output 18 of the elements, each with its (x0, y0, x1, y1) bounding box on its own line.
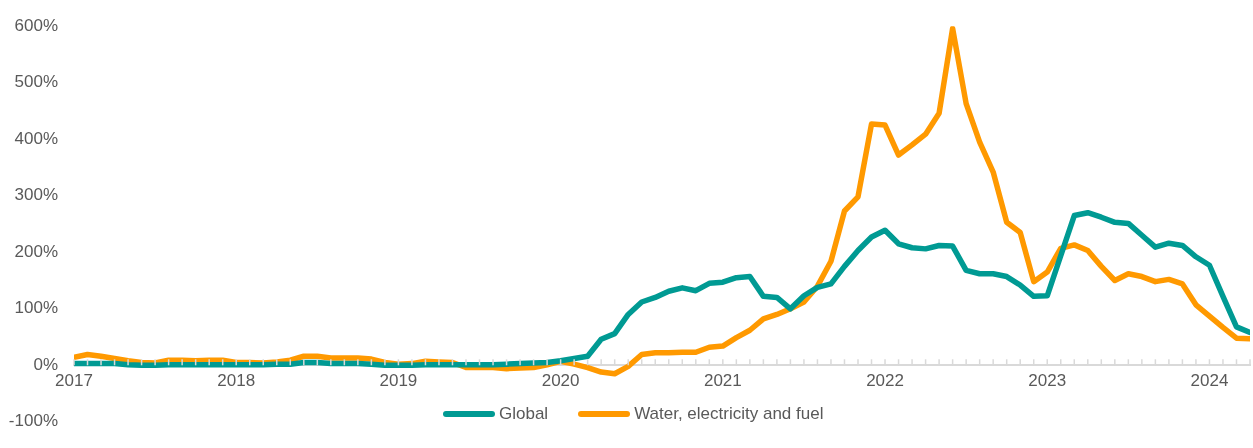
x-tick-label: 2024 (1190, 371, 1229, 391)
x-tick-label: 2019 (379, 371, 418, 391)
x-tick-label: 2021 (703, 371, 742, 391)
y-tick-label: 0% (33, 354, 58, 374)
x-tick-label: 2023 (1028, 371, 1067, 391)
x-tick-label: 2020 (541, 371, 580, 391)
legend-label: Water, electricity and fuel (634, 404, 824, 424)
y-tick-label: 600% (14, 15, 58, 35)
x-tick-label: 2018 (217, 371, 256, 391)
y-tick-label: 200% (14, 241, 58, 261)
y-tick-label: 500% (14, 72, 58, 92)
y-tick-label: -100% (8, 411, 58, 431)
y-tick-label: 400% (14, 128, 58, 148)
y-tick-label: 300% (14, 185, 58, 205)
x-tick-label: 2022 (866, 371, 904, 391)
x-tick-label: 2017 (55, 371, 93, 391)
y-tick-label: 100% (14, 298, 58, 318)
legend-label: Global (499, 404, 549, 424)
